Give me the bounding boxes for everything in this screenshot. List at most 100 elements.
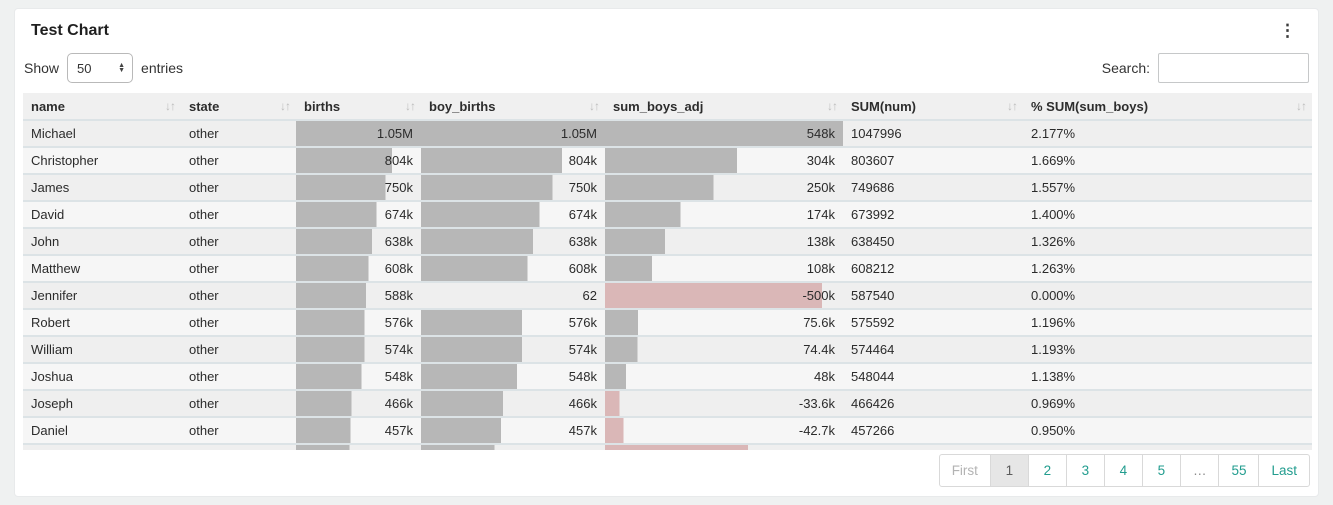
cell-births: 638k [296,227,421,255]
cell-sum-num: 638450 [843,227,1023,255]
cell-sum-num: 673992 [843,200,1023,228]
page-button-1: 1 [989,454,1029,487]
cell-pct-sum-boys: 1.263% [1023,254,1312,282]
cell-pct-sum-boys: 1.193% [1023,335,1312,363]
cell-boy-births: 576k [421,308,605,336]
table-row: Joseph other 466k 466k -33.6k 466426 0.969% [23,389,1312,417]
sort-icon[interactable]: ↓↑ [827,99,838,113]
cell-births: 466k [296,389,421,417]
table-controls: Show 50 ▲ ▼ entries Search: [15,53,1318,83]
chart-card: Test Chart ⋮ Show 50 ▲ ▼ entries Search: [14,8,1319,497]
cell-pct-sum-boys: 1.669% [1023,146,1312,174]
search-input[interactable] [1158,53,1309,83]
column-header-pct-sum-boys[interactable]: % SUM(sum_boys) ↓↑ [1023,93,1312,120]
column-header-sum-boys-adj[interactable]: sum_boys_adj ↓↑ [605,93,843,120]
table-row [23,443,1312,450]
table-row: Robert other 576k 576k 75.6k 575592 1.196% [23,308,1312,336]
cell-name: John [23,227,181,255]
cell-state: other [181,308,296,336]
cell-state: other [181,335,296,363]
select-caret-icon: ▲ ▼ [118,62,125,74]
cell-pct-sum-boys: 0.969% [1023,389,1312,417]
cell-pct-sum-boys: 1.557% [1023,173,1312,201]
cell-sum-num: 457266 [843,416,1023,444]
sort-icon[interactable]: ↓↑ [280,99,291,113]
sort-icon[interactable]: ↓↑ [589,99,600,113]
cell-sum-num: 1047996 [843,119,1023,147]
page-button-3[interactable]: 3 [1065,454,1105,487]
cell-sum-num: 749686 [843,173,1023,201]
column-header-name[interactable]: name ↓↑ [23,93,181,120]
sort-icon[interactable]: ↓↑ [405,99,416,113]
table-row: Daniel other 457k 457k -42.7k 457266 0.950% [23,416,1312,444]
sort-icon[interactable]: ↓↑ [1007,99,1018,113]
cell-pct-sum-boys: 1.400% [1023,200,1312,228]
sort-icon[interactable]: ↓↑ [1296,99,1307,113]
cell-name: Daniel [23,416,181,444]
cell-state: other [181,254,296,282]
cell-sum-boys-adj: 138k [605,227,843,255]
page-title: Test Chart [31,22,109,39]
table-row: David other 674k 674k 174k 673992 1.400% [23,200,1312,228]
cell-sum-boys-adj: 548k [605,119,843,147]
cell-boy-births: 608k [421,254,605,282]
table-header: name ↓↑ state ↓↑ births ↓↑ boy_births ↓↑ sum… [23,93,1312,120]
cell-state: other [181,173,296,201]
cell-sum-boys-adj: -42.7k [605,416,843,444]
cell-boy-births [421,443,605,450]
cell-name: Christopher [23,146,181,174]
page-button-4[interactable]: 4 [1103,454,1143,487]
cell-births: 457k [296,416,421,444]
cell-state: other [181,200,296,228]
table-row: Jennifer other 588k 62 -500k 587540 0.000% [23,281,1312,309]
page-size-select[interactable]: 50 ▲ ▼ [67,53,134,83]
cell-boy-births: 638k [421,227,605,255]
cell-sum-boys-adj: 48k [605,362,843,390]
table-body: Michael other 1.05M 1.05M 548k 1047996 2.177% C… [23,119,1312,450]
column-header-boy-births[interactable]: boy_births ↓↑ [421,93,605,120]
cell-state: other [181,146,296,174]
cell-births: 576k [296,308,421,336]
cell-state: other [181,281,296,309]
cell-pct-sum-boys: 1.196% [1023,308,1312,336]
table-row: William other 574k 574k 74.4k 574464 1.193% [23,335,1312,363]
cell-births: 588k [296,281,421,309]
page-button-5[interactable]: 5 [1141,454,1181,487]
sort-icon[interactable]: ↓↑ [165,99,176,113]
column-header-state[interactable]: state ↓↑ [181,93,296,120]
cell-pct-sum-boys: 1.326% [1023,227,1312,255]
cell-name: Matthew [23,254,181,282]
cell-births: 750k [296,173,421,201]
page-button-2[interactable]: 2 [1027,454,1067,487]
kebab-menu-icon[interactable]: ⋮ [1279,21,1296,40]
column-header-sum-num[interactable]: SUM(num) ↓↑ [843,93,1023,120]
cell-state: other [181,227,296,255]
cell-sum-num: 608212 [843,254,1023,282]
cell-births [296,443,421,450]
cell-boy-births: 804k [421,146,605,174]
cell-sum-boys-adj: 304k [605,146,843,174]
page-button-55[interactable]: 55 [1218,454,1260,487]
page-button-last[interactable]: Last [1258,454,1310,487]
cell-name: David [23,200,181,228]
cell-state [181,443,296,450]
cell-pct-sum-boys: 0.950% [1023,416,1312,444]
cell-sum-num: 466426 [843,389,1023,417]
cell-pct-sum-boys: 2.177% [1023,119,1312,147]
cell-sum-boys-adj: -33.6k [605,389,843,417]
page-button-first: First [938,454,991,487]
cell-boy-births: 574k [421,335,605,363]
cell-name: Robert [23,308,181,336]
cell-name: Michael [23,119,181,147]
table-row: Christopher other 804k 804k 304k 803607 1.669% [23,146,1312,174]
cell-state: other [181,389,296,417]
show-label: Show [24,60,60,76]
cell-boy-births: 62 [421,281,605,309]
search-label: Search: [1101,60,1150,76]
table-row: James other 750k 750k 250k 749686 1.557% [23,173,1312,201]
cell-births: 574k [296,335,421,363]
cell-boy-births: 548k [421,362,605,390]
cell-births: 674k [296,200,421,228]
cell-births: 548k [296,362,421,390]
column-header-births[interactable]: births ↓↑ [296,93,421,120]
